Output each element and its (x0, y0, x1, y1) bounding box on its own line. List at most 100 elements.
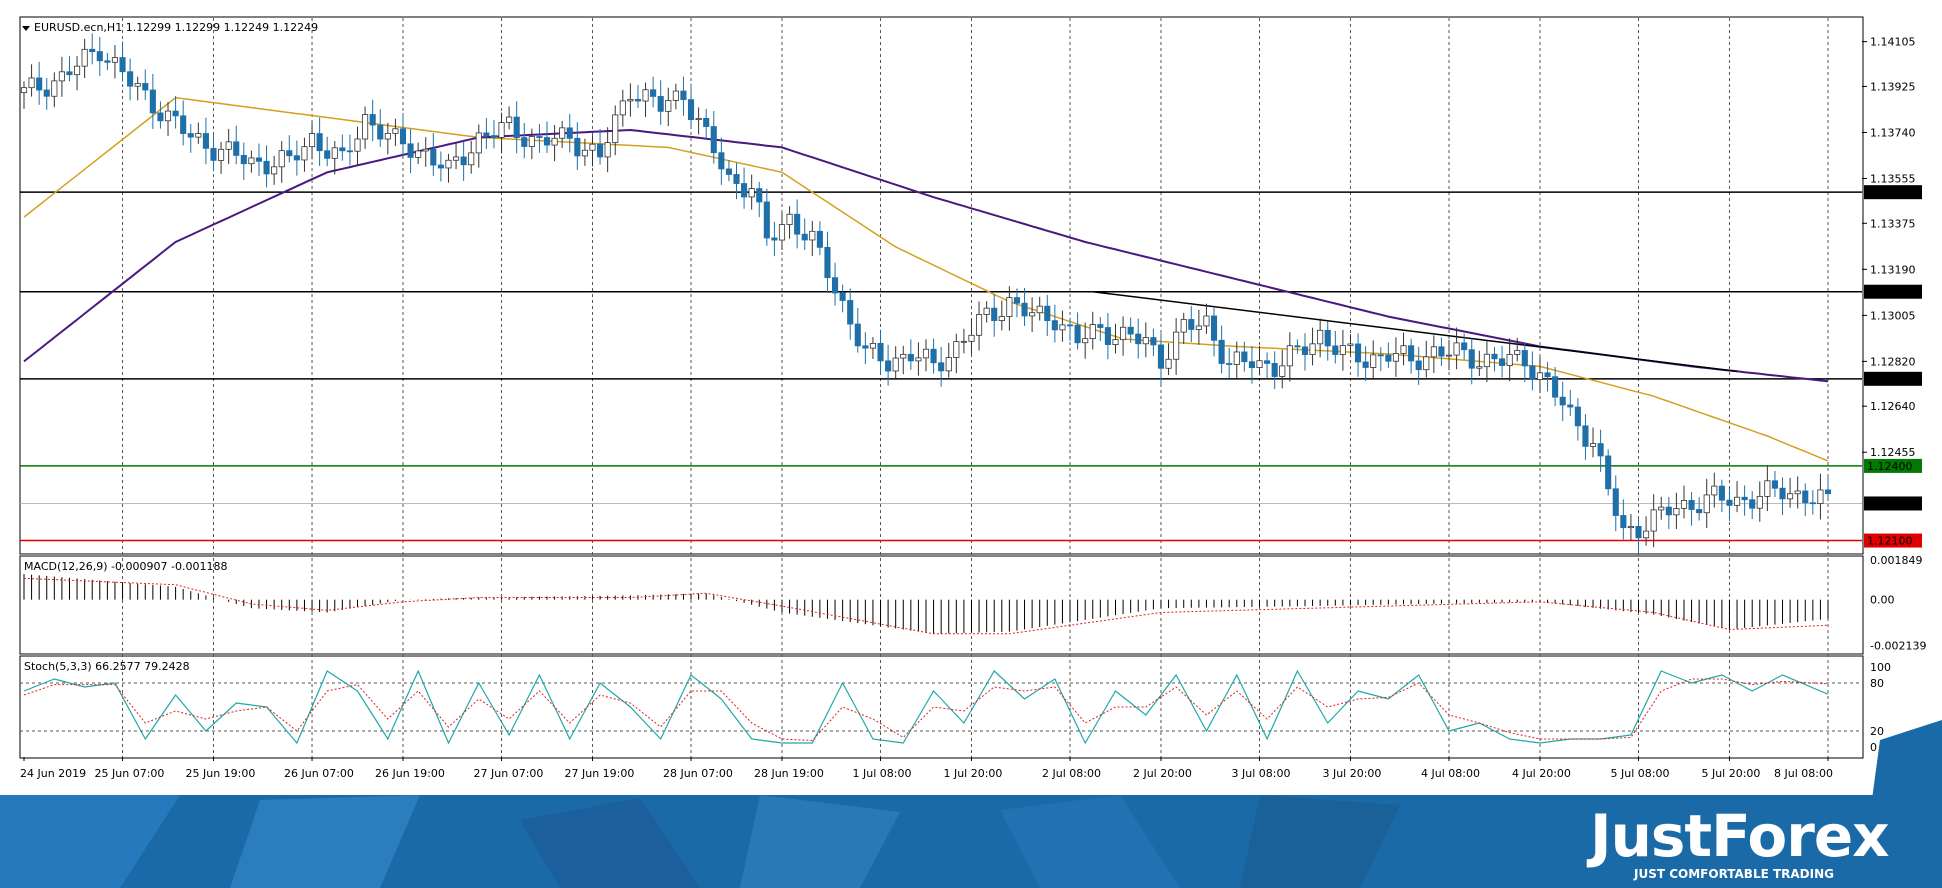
price-tick-label: 1.13555 (1870, 173, 1916, 186)
stoch-signal-line (23, 678, 1829, 742)
candle-body (51, 80, 58, 97)
candle-body (180, 115, 187, 134)
candle-body (233, 141, 240, 156)
candle-body (1612, 488, 1619, 516)
candle-body (945, 357, 952, 372)
candle-body (695, 117, 702, 121)
candle-body (1749, 499, 1756, 509)
candle-body (1544, 372, 1551, 378)
level-label: 1.12400 (1867, 460, 1913, 473)
candle-body (703, 117, 710, 127)
candle-body (1264, 360, 1271, 364)
time-tick-label: 26 Jun 07:00 (284, 767, 354, 780)
candle-body (1142, 337, 1149, 345)
candle-body (43, 89, 50, 97)
candle-body (1400, 345, 1407, 354)
price-tick-label: 1.12640 (1870, 400, 1916, 413)
candles (20, 33, 1832, 554)
candle-body (559, 127, 566, 139)
candle-body (263, 160, 270, 175)
candle-body (1370, 354, 1377, 368)
time-tick-label: 2 Jul 08:00 (1042, 767, 1101, 780)
candle-body (589, 143, 596, 151)
candle-body (1802, 490, 1809, 504)
time-tick-label: 5 Jul 20:00 (1701, 767, 1760, 780)
candle-body (1332, 345, 1339, 355)
candle-body (513, 116, 520, 138)
brand-tagline: JUST COMFORTABLE TRADING (1633, 867, 1834, 881)
candle-body (1589, 443, 1597, 447)
candle-body (1279, 365, 1286, 377)
candle-body (1688, 500, 1695, 510)
candle-body (460, 156, 467, 166)
candle-body (20, 87, 28, 94)
symbol-dropdown-icon[interactable] (22, 26, 30, 31)
candle-body (1650, 509, 1657, 532)
candle-body (430, 148, 437, 166)
time-tick-label: 28 Jun 07:00 (663, 767, 733, 780)
candle-body (149, 89, 156, 114)
macd-tick-label: 0.00 (1870, 594, 1895, 607)
time-tick-label: 25 Jun 19:00 (185, 767, 255, 780)
candle-body (1112, 339, 1119, 345)
level-tag (1864, 533, 1922, 548)
current-price-label: 1.12249 (1867, 497, 1913, 510)
candle-body (119, 57, 126, 73)
candle-body (1627, 525, 1634, 529)
candle-body (1385, 354, 1392, 362)
candle-body (362, 114, 369, 140)
time-tick-label: 3 Jul 20:00 (1322, 767, 1381, 780)
candle-body (1567, 404, 1574, 408)
level-label: 1.13100 (1867, 286, 1913, 299)
level-tag (1864, 371, 1922, 386)
candle-body (778, 224, 786, 241)
stochastic-indicator: 100 80 20 0 (20, 661, 1891, 754)
stoch-tick-label: 0 (1870, 741, 1877, 754)
candle-body (1021, 302, 1028, 317)
candle-body (1415, 360, 1422, 371)
candle-body (915, 357, 922, 362)
time-tick-label: 27 Jun 19:00 (564, 767, 634, 780)
time-tick-label: 5 Jul 08:00 (1611, 767, 1670, 780)
candle-body (369, 114, 376, 126)
candle-body (1218, 339, 1225, 364)
candle-body (278, 150, 285, 168)
candle-body (445, 159, 452, 169)
candle-body (483, 132, 490, 136)
time-tick-label: 1 Jul 08:00 (853, 767, 912, 780)
candle-body (1718, 485, 1725, 501)
candle-body (1301, 346, 1309, 355)
candle-body (1135, 333, 1142, 345)
candle-body (718, 152, 725, 170)
candle-body (1165, 358, 1172, 369)
candle-body (1711, 485, 1718, 496)
candle-body (733, 174, 740, 184)
candle-body (324, 150, 331, 159)
candle-body (1066, 324, 1074, 327)
candle-body (346, 150, 353, 153)
macd-label: MACD(12,26,9) -0.000907 -0.001188 (24, 560, 227, 573)
candle-body (399, 128, 407, 145)
candle-body (1157, 344, 1165, 369)
macd-tick-label: -0.002139 (1870, 639, 1926, 652)
time-tick-label: 8 Jul 08:00 (1774, 767, 1833, 780)
candle-body (187, 133, 194, 138)
candle-body (763, 201, 770, 239)
candle-body (1574, 406, 1581, 427)
candle-body (998, 316, 1005, 321)
candle-body (1097, 324, 1104, 328)
candle-body (1120, 326, 1127, 341)
brand-logo: JustForex (1586, 802, 1889, 870)
candle-body (809, 230, 816, 241)
candle-body (271, 166, 278, 175)
candle-body (66, 71, 73, 76)
candle-body (1514, 350, 1521, 355)
candle-body (1339, 345, 1346, 355)
candle-body (1286, 345, 1293, 367)
candle-body (248, 157, 255, 165)
candle-body (74, 65, 81, 76)
candle-body (28, 77, 35, 89)
candle-body (1309, 343, 1316, 355)
price-tick-label: 1.13740 (1870, 126, 1916, 139)
